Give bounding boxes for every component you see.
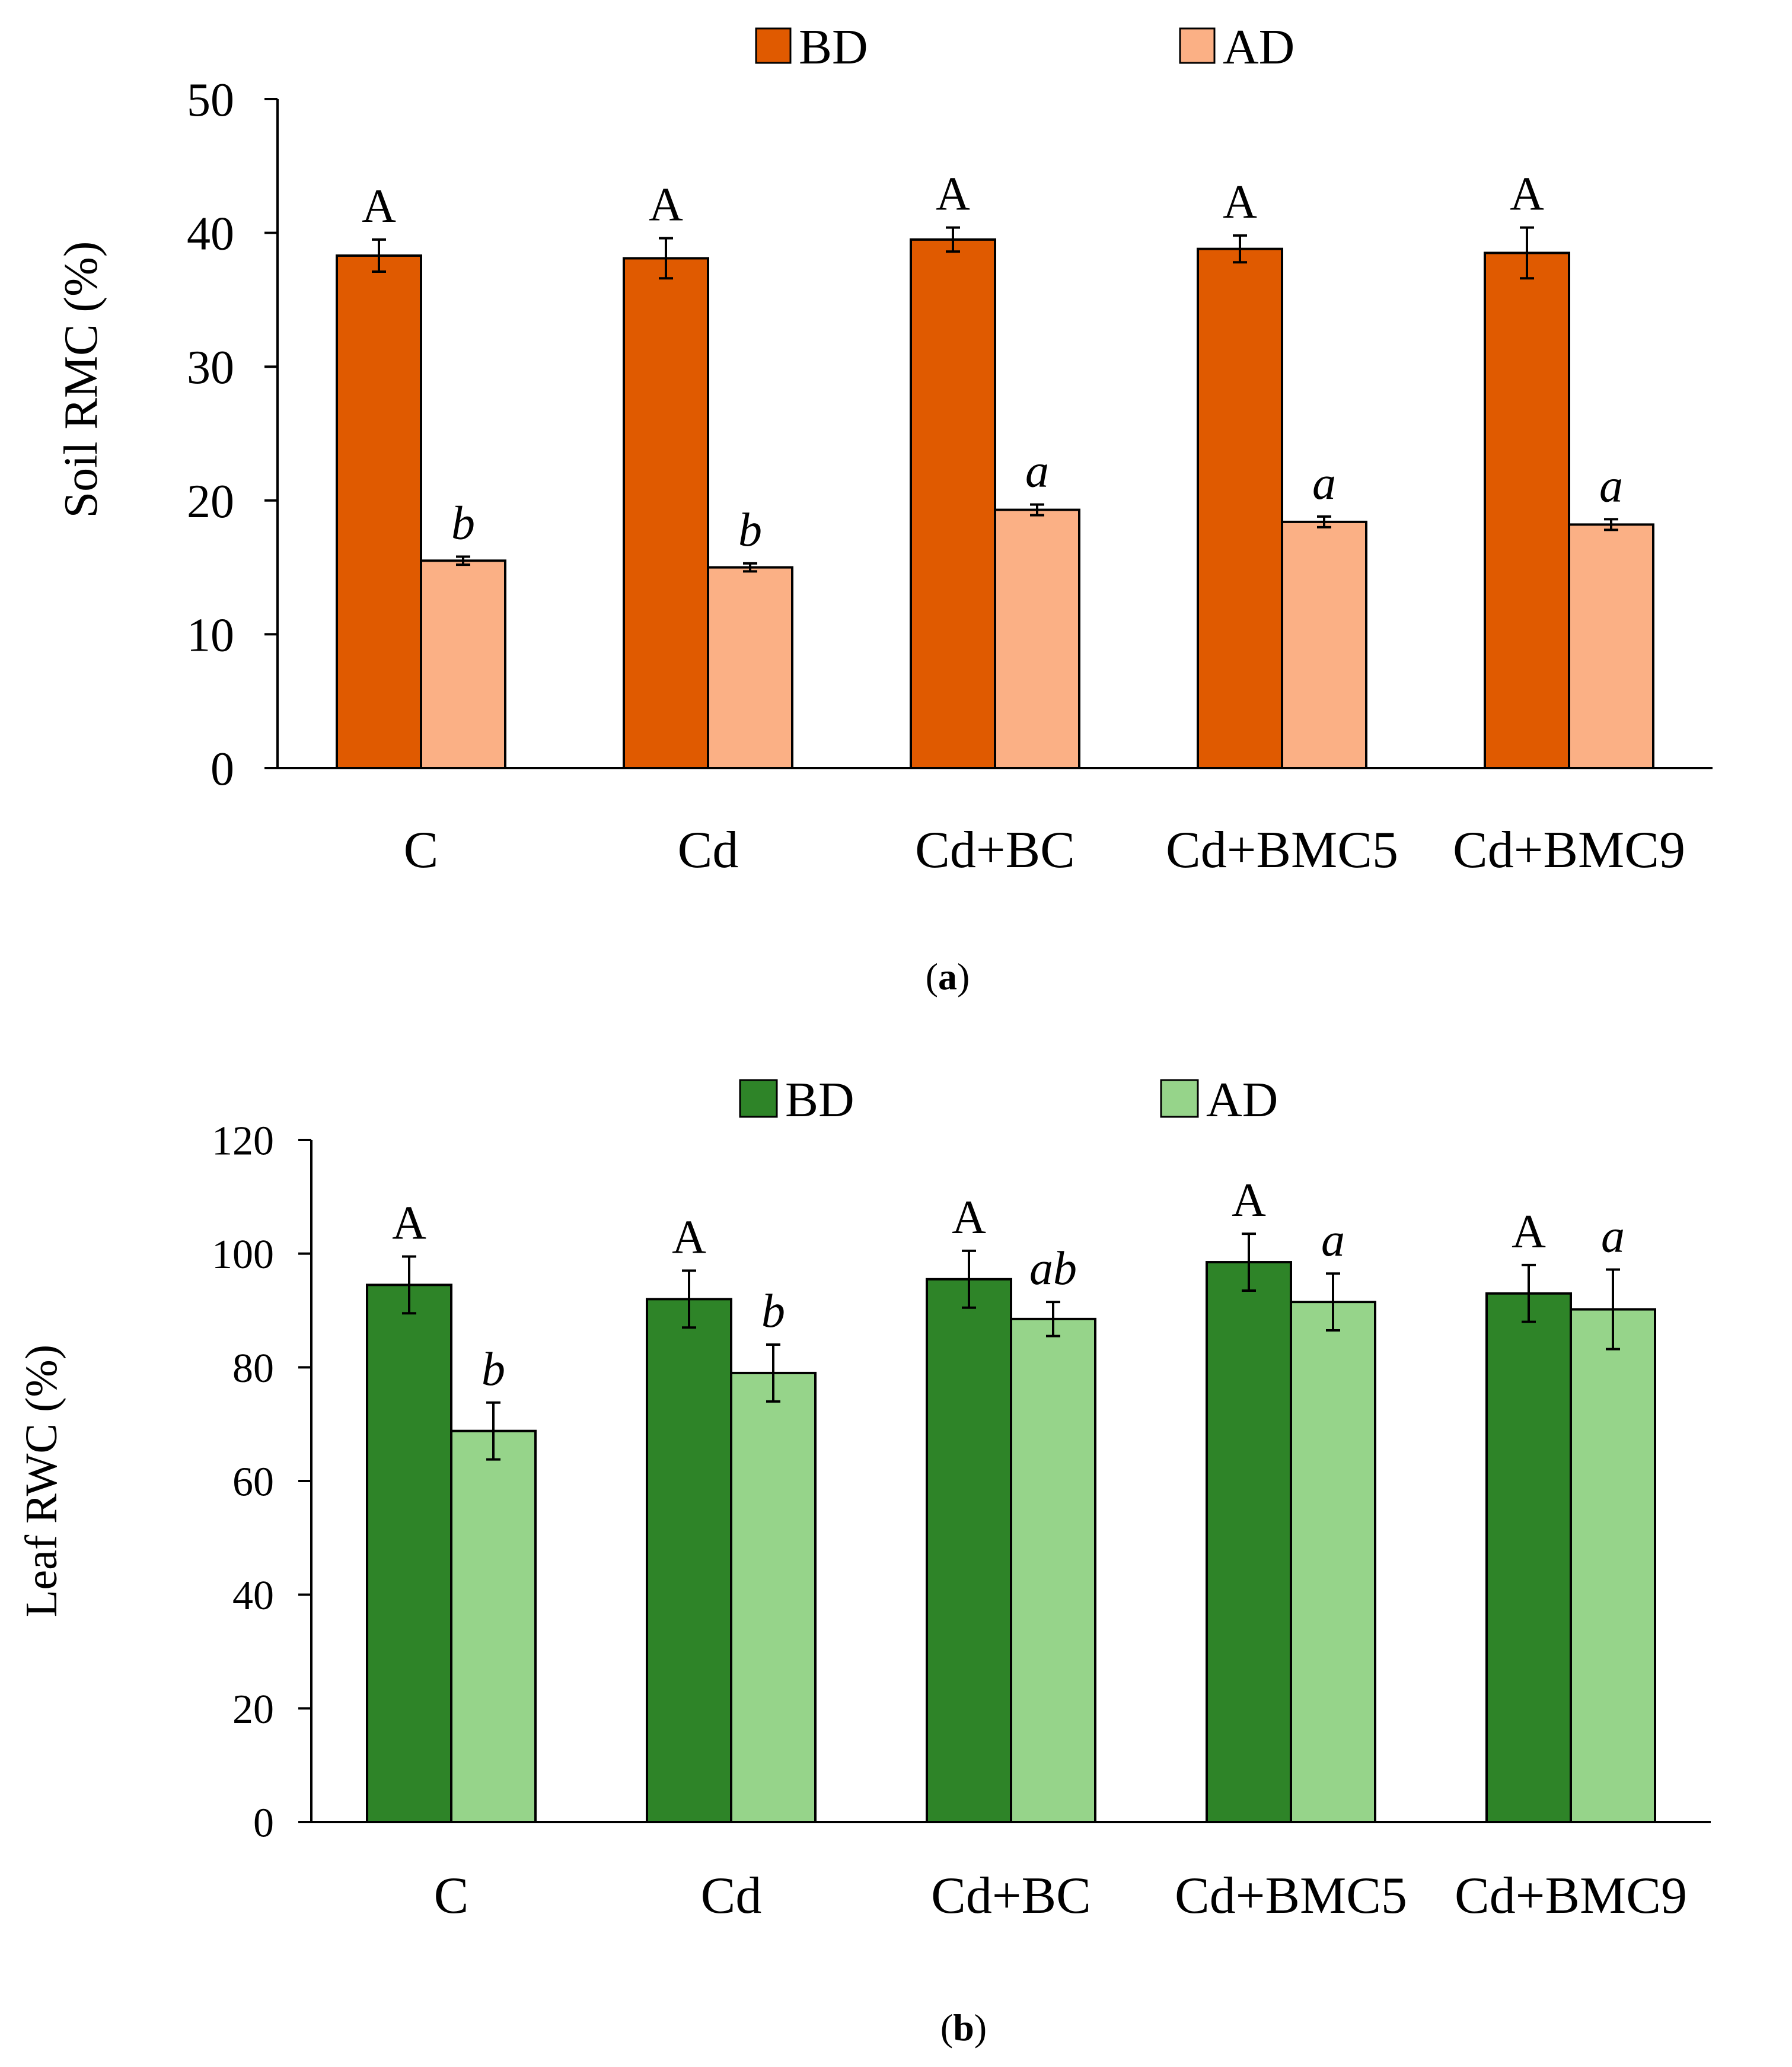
- bar-ad-2: [994, 508, 1080, 769]
- panel-caption: (b): [940, 2007, 987, 2049]
- legend-swatch-bd: [739, 1079, 778, 1118]
- significance-label: b: [482, 1343, 505, 1396]
- bar-ad-4: [1568, 523, 1654, 770]
- bar-ad-2: [1010, 1317, 1096, 1823]
- x-category-label: Cd+BMC9: [1455, 1867, 1687, 1925]
- legend-swatch-bd: [755, 27, 792, 64]
- y-axis-label: Leaf RWC (%): [17, 1345, 66, 1617]
- y-tick-label: 30: [187, 342, 234, 394]
- caption-paren: ): [957, 956, 970, 998]
- caption-paren: (: [940, 2007, 953, 2049]
- significance-label: a: [1601, 1211, 1625, 1263]
- legend-label-bd: BD: [799, 20, 868, 75]
- bar-bd-0: [366, 1283, 452, 1823]
- y-tick-label: 100: [212, 1232, 274, 1278]
- bar-bd-2: [910, 238, 996, 769]
- x-category-label: Cd+BMC9: [1453, 821, 1685, 879]
- chart-panel-b: BD AD 0 20 40 60 80 100 120 Leaf RWC (%) Ab C Ab Cd Aa…: [17, 1072, 1711, 2049]
- caption-letter: a: [938, 956, 957, 998]
- bar-bd-2: [926, 1278, 1012, 1824]
- x-category-label: Cd+BMC5: [1175, 1867, 1407, 1925]
- y-tick-label: 20: [232, 1687, 274, 1732]
- caption-paren: ): [974, 2007, 987, 2049]
- x-category-label: Cd+BC: [915, 821, 1075, 879]
- x-category-label: Cd: [701, 1867, 762, 1925]
- legend-swatch-ad: [1179, 27, 1216, 64]
- significance-label: A: [362, 180, 396, 233]
- bar-bd-1: [623, 257, 709, 769]
- legend-label-ad: AD: [1223, 20, 1294, 75]
- x-category-label: C: [404, 821, 439, 879]
- significance-label: A: [1223, 176, 1257, 228]
- significance-label: ab: [1029, 1243, 1077, 1295]
- chart-panel-a: BD AD 0 10 20 30 40 50 Soil RMC (%) Ab C Ab Cd Aa Cd+B…: [55, 20, 1713, 998]
- significance-label: b: [761, 1285, 785, 1337]
- y-tick-label: 20: [187, 476, 234, 528]
- significance-label: A: [672, 1211, 706, 1263]
- bar-bd-3: [1197, 247, 1283, 769]
- significance-label: A: [1510, 168, 1544, 221]
- x-category-label: Cd: [678, 821, 739, 879]
- bar-ad-3: [1290, 1301, 1376, 1823]
- significance-label: A: [952, 1192, 986, 1244]
- significance-label: a: [1025, 445, 1049, 498]
- y-tick-label: 10: [187, 609, 234, 661]
- bar-bd-1: [646, 1298, 732, 1823]
- legend-label-bd: BD: [785, 1072, 854, 1128]
- caption-letter: b: [953, 2007, 974, 2049]
- bar-ad-1: [707, 566, 793, 769]
- x-category-label: Cd+BMC5: [1166, 821, 1398, 879]
- significance-label: a: [1321, 1214, 1345, 1266]
- bar-bd-0: [336, 254, 422, 769]
- y-axis-label: Soil RMC (%): [55, 241, 107, 518]
- caption-paren: (: [926, 956, 938, 998]
- significance-label: b: [738, 504, 762, 556]
- significance-label: A: [392, 1197, 426, 1249]
- y-tick-label: 120: [212, 1119, 274, 1164]
- y-tick-label: 40: [187, 208, 234, 260]
- y-tick-label: 80: [232, 1346, 274, 1391]
- significance-label: b: [451, 498, 475, 550]
- significance-label: a: [1599, 460, 1623, 512]
- bar-bd-4: [1485, 1292, 1572, 1823]
- y-tick-label: 0: [253, 1801, 274, 1846]
- bar-bd-3: [1206, 1261, 1292, 1824]
- bar-bd-4: [1484, 251, 1570, 769]
- bar-ad-1: [730, 1371, 817, 1824]
- significance-label: A: [1512, 1206, 1546, 1258]
- x-category-label: Cd+BC: [931, 1867, 1091, 1925]
- legend-swatch-ad: [1160, 1079, 1199, 1118]
- y-tick-label: 50: [187, 74, 234, 126]
- significance-label: A: [936, 168, 970, 221]
- significance-label: A: [1232, 1174, 1266, 1227]
- y-tick-label: 60: [232, 1460, 274, 1505]
- significance-label: A: [649, 179, 683, 231]
- bar-ad-4: [1570, 1308, 1656, 1823]
- x-category-label: C: [434, 1867, 469, 1925]
- legend-label-ad: AD: [1206, 1072, 1278, 1128]
- significance-label: a: [1312, 457, 1336, 509]
- panel-caption: (a): [926, 956, 970, 998]
- bar-ad-0: [450, 1429, 537, 1824]
- y-tick-label: 0: [211, 743, 234, 795]
- y-tick-label: 40: [232, 1573, 274, 1619]
- bar-ad-3: [1281, 520, 1367, 769]
- bar-ad-0: [420, 559, 506, 769]
